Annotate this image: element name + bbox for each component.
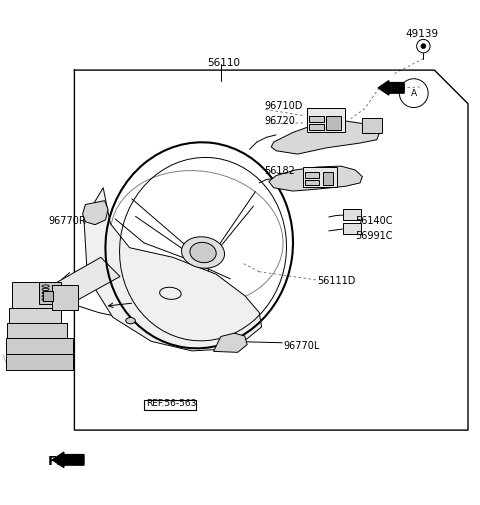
Polygon shape	[83, 200, 108, 225]
Polygon shape	[269, 166, 362, 191]
Text: 56991C: 56991C	[355, 231, 393, 241]
FancyArrow shape	[378, 81, 404, 95]
Bar	[305, 180, 319, 185]
Bar	[6, 338, 73, 356]
Bar	[307, 108, 345, 131]
Text: 96770L: 96770L	[283, 341, 320, 351]
Text: 56140C: 56140C	[355, 216, 393, 226]
Polygon shape	[214, 333, 247, 352]
Ellipse shape	[190, 242, 216, 263]
Bar	[362, 118, 382, 133]
Bar	[343, 223, 361, 234]
Polygon shape	[17, 258, 120, 325]
Bar	[305, 172, 319, 178]
Text: 56182: 56182	[264, 166, 295, 176]
Bar	[343, 209, 361, 220]
FancyArrow shape	[52, 452, 84, 468]
Text: REF.56-563: REF.56-563	[146, 399, 197, 408]
Text: FR.: FR.	[48, 455, 73, 468]
Bar	[144, 400, 196, 411]
Circle shape	[421, 44, 426, 48]
Polygon shape	[84, 188, 262, 351]
Circle shape	[417, 39, 430, 53]
Ellipse shape	[181, 237, 225, 268]
Bar	[52, 285, 78, 310]
Bar	[7, 323, 67, 340]
Text: 96770R: 96770R	[48, 216, 86, 226]
Text: 96710D: 96710D	[264, 101, 302, 111]
Bar	[6, 355, 73, 370]
Bar	[12, 282, 58, 310]
Text: 56111D: 56111D	[317, 276, 355, 286]
Bar	[9, 308, 61, 325]
Bar	[303, 167, 337, 187]
Text: 56110: 56110	[207, 58, 240, 68]
Ellipse shape	[126, 318, 135, 324]
Bar	[309, 124, 324, 130]
Text: A: A	[411, 89, 417, 97]
Bar	[43, 291, 53, 300]
Bar	[309, 116, 324, 122]
Text: 49139: 49139	[406, 29, 439, 39]
Bar	[323, 172, 333, 185]
Bar	[39, 282, 61, 304]
Bar	[326, 116, 341, 130]
Text: 96720: 96720	[264, 116, 295, 126]
Polygon shape	[271, 121, 379, 154]
